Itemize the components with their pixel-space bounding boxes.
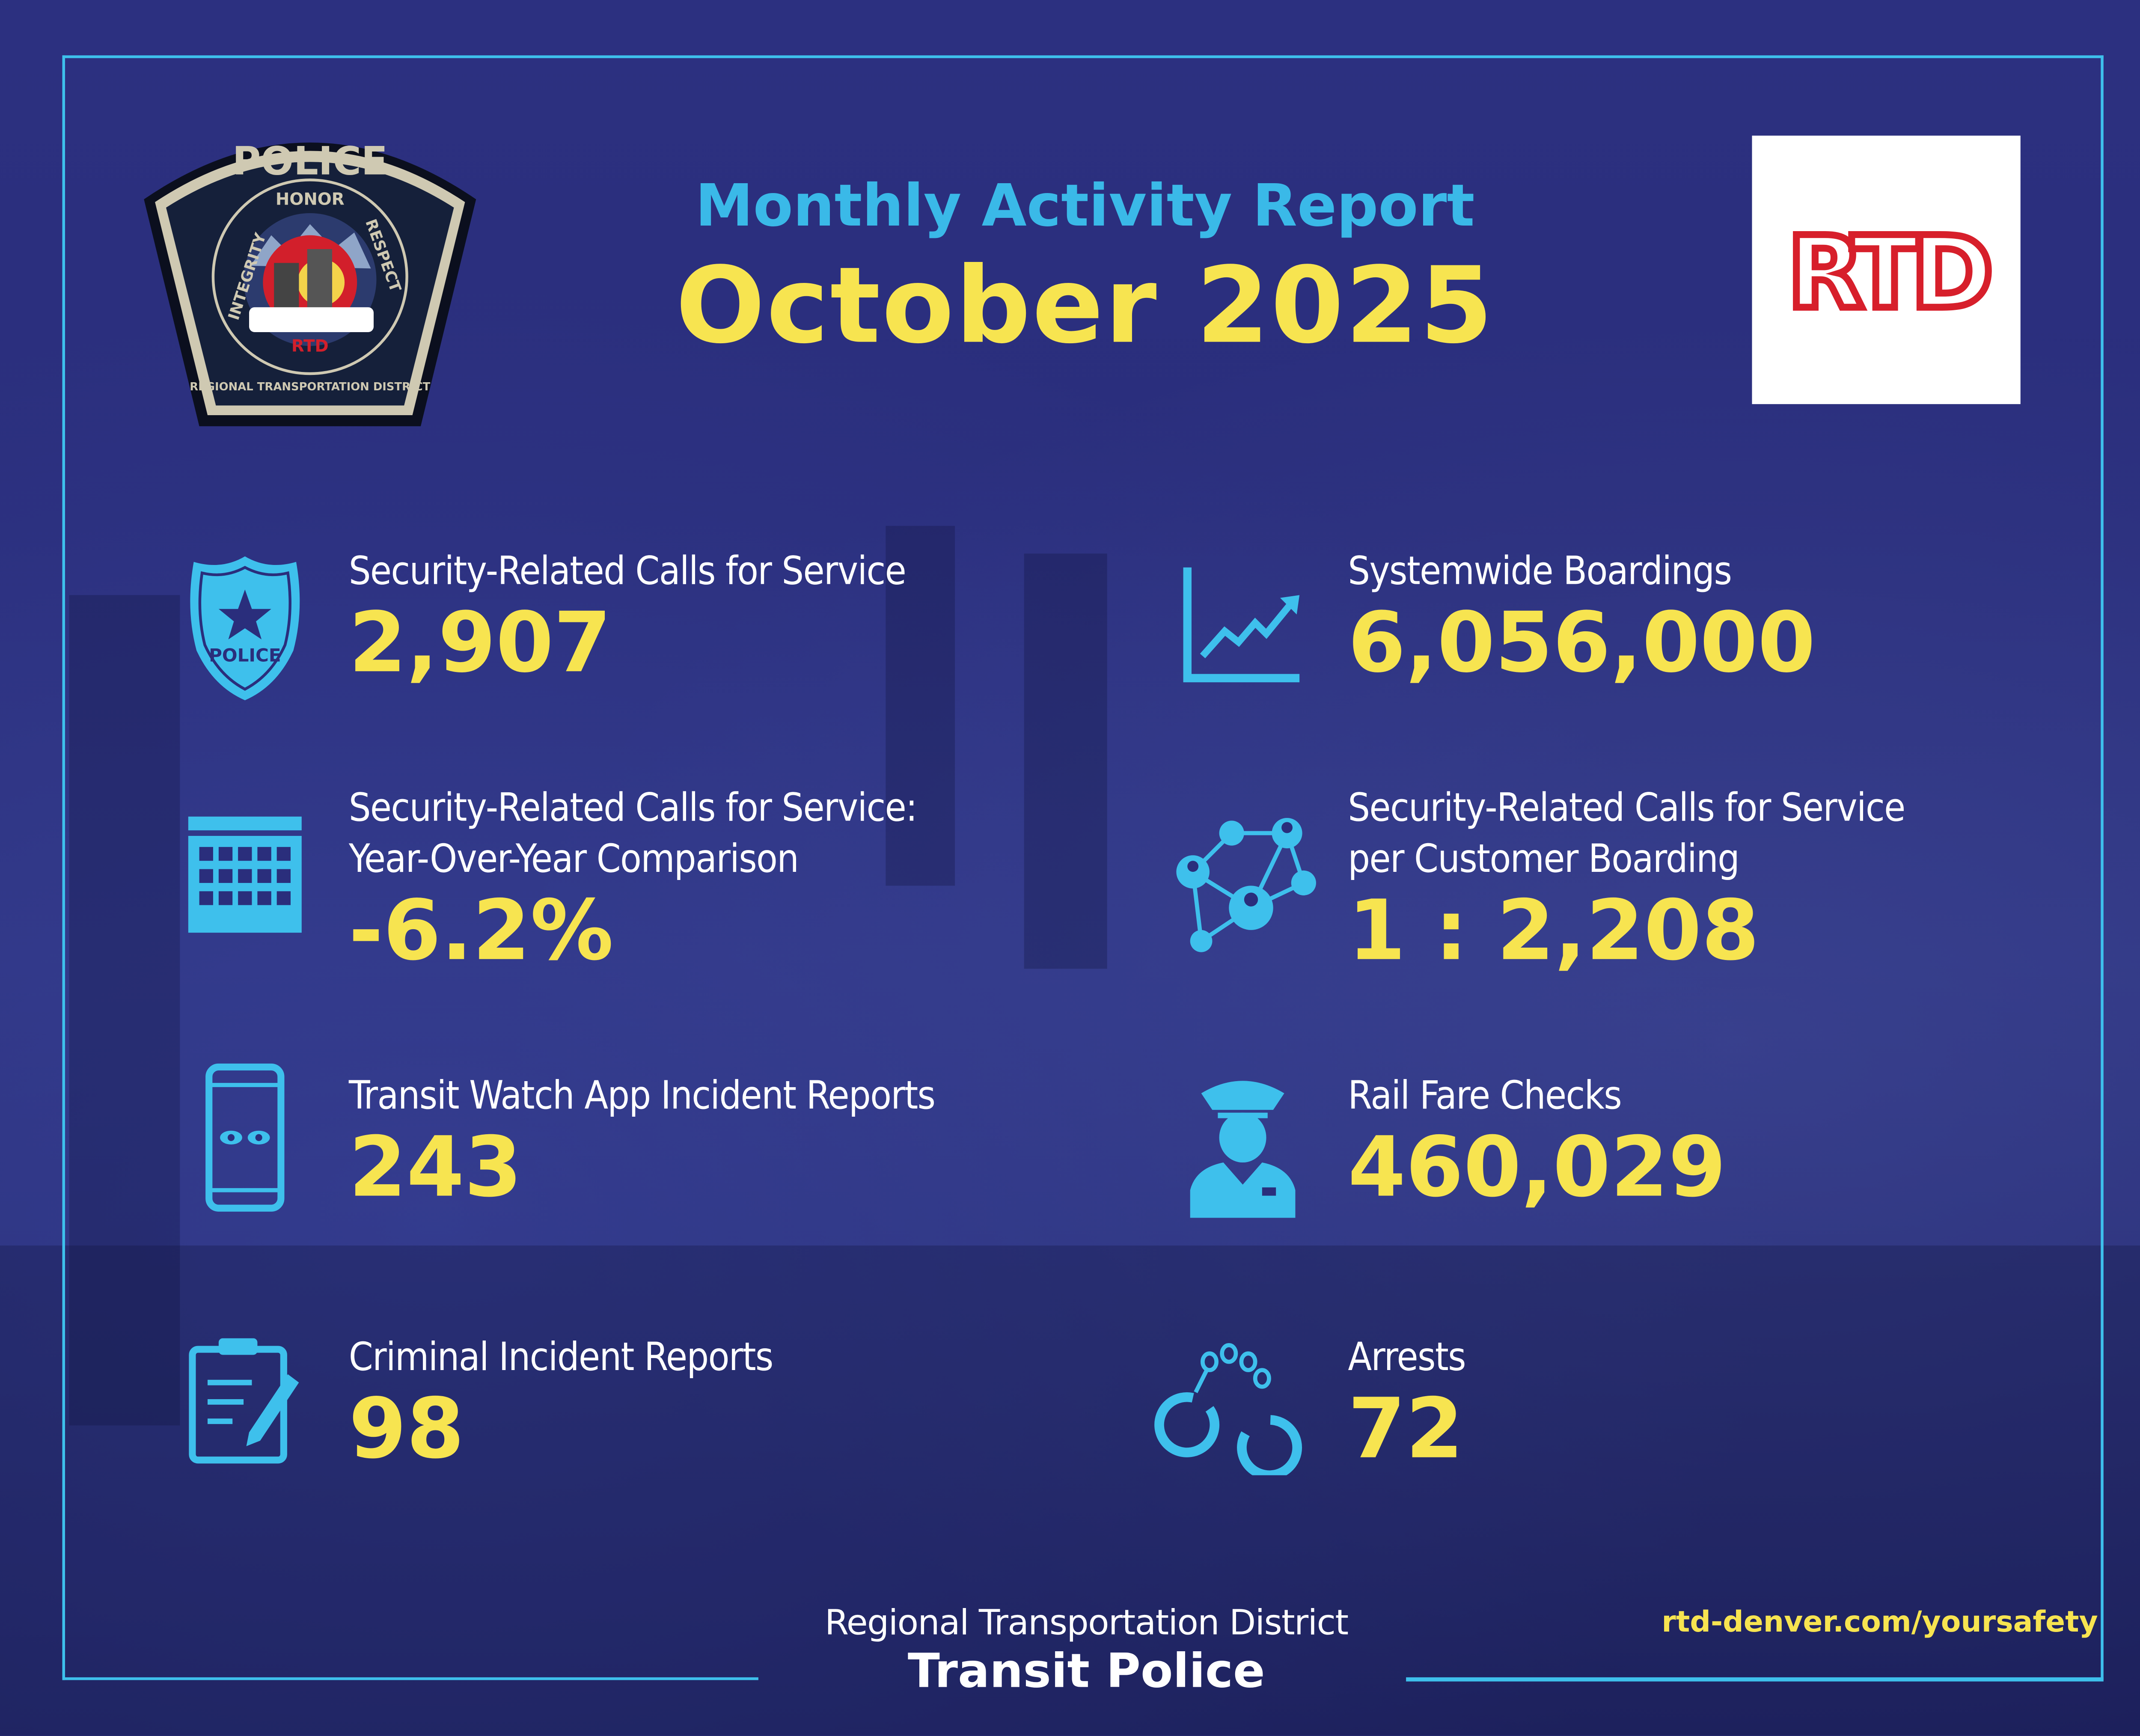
stat-criminal-incidents: Criminal Incident Reports 98: [348, 1332, 774, 1478]
stat-value: 72: [1348, 1381, 1464, 1478]
stat-arrests: Arrests 72: [1348, 1332, 1466, 1478]
stat-label-line2: Year-Over-Year Comparison: [348, 835, 799, 882]
footer-url-link[interactable]: rtd-denver.com/yoursafety: [1661, 1605, 2098, 1639]
stat-value: 2,907: [348, 595, 612, 692]
stat-transit-watch: Transit Watch App Incident Reports 243: [348, 1070, 936, 1217]
stat-value: 1 : 2,208: [1348, 883, 1760, 980]
trend-chart-icon: [1183, 567, 1300, 683]
stat-value: 98: [348, 1381, 464, 1478]
frame-bottom-right: [1406, 1677, 2104, 1682]
frame-left: [62, 55, 65, 1680]
stat-value: 6,056,000: [1348, 595, 1816, 692]
frame-right: [2101, 55, 2104, 1680]
handcuffs-icon: [1154, 1343, 1302, 1475]
police-badge-icon: POLICE: [190, 556, 300, 701]
stat-calls-per-boarding: Security-Related Calls for Service per C…: [1348, 782, 1905, 978]
stat-label: Rail Fare Checks: [1348, 1072, 1622, 1118]
stat-label: Systemwide Boardings: [1348, 548, 1732, 594]
background-ground: [0, 1246, 2140, 1736]
svg-text:REGIONAL TRANSPORTATION DISTRI: REGIONAL TRANSPORTATION DISTRICT: [190, 380, 430, 393]
clipboard-pencil-icon: [189, 1338, 299, 1464]
stat-security-calls: Security-Related Calls for Service 2,907: [348, 545, 907, 692]
svg-text:HONOR: HONOR: [276, 190, 345, 209]
report-subtitle: Monthly Activity Report: [695, 171, 1475, 240]
stat-yoy-comparison: Security-Related Calls for Service: Year…: [348, 782, 918, 980]
footer-dept: Transit Police: [907, 1644, 1265, 1700]
svg-text:POLICE: POLICE: [232, 139, 388, 184]
stat-value: -6.2%: [348, 883, 614, 980]
footer-org: Regional Transportation District: [825, 1602, 1349, 1643]
phone-eyes-icon: [205, 1063, 285, 1212]
stat-label: Arrests: [1348, 1334, 1466, 1380]
network-people-icon: [1176, 817, 1316, 952]
stat-label: Security-Related Calls for Service: [1348, 785, 1905, 831]
stat-rail-fare-checks: Rail Fare Checks 460,029: [1348, 1070, 1726, 1215]
background-building: [69, 595, 180, 1426]
stat-label: Criminal Incident Reports: [348, 1334, 774, 1380]
police-officer-icon: [1190, 1081, 1296, 1218]
background-building: [886, 526, 955, 886]
stat-value: 243: [348, 1119, 522, 1217]
frame-top: [62, 55, 2104, 58]
rtd-logo: RTD: [1752, 135, 2021, 404]
frame-bottom-left: [62, 1677, 758, 1680]
stat-label: Transit Watch App Incident Reports: [348, 1072, 936, 1118]
stat-label: Security-Related Calls for Service:: [348, 785, 918, 831]
calendar-icon: [188, 816, 302, 933]
report-month: October 2025: [675, 244, 1495, 367]
svg-text:RTD: RTD: [291, 336, 329, 356]
stat-boardings: Systemwide Boardings 6,056,000: [1348, 545, 1816, 692]
background-building: [1024, 553, 1107, 969]
stat-label: Security-Related Calls for Service: [348, 548, 907, 594]
svg-text:POLICE: POLICE: [209, 645, 281, 666]
stat-label-line2: per Customer Boarding: [1348, 835, 1740, 882]
stat-value: 460,029: [1348, 1119, 1726, 1217]
police-patch-logo: RTD POLICE HONOR INTEGRITY RESPECT REGIO…: [144, 139, 476, 426]
svg-text:RTD: RTD: [1787, 215, 1989, 331]
